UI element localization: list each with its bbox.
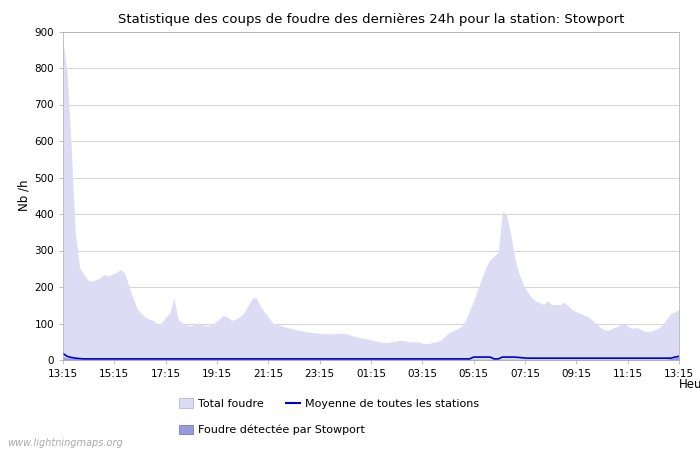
Text: Heure: Heure (679, 378, 700, 391)
Title: Statistique des coups de foudre des dernières 24h pour la station: Stowport: Statistique des coups de foudre des dern… (118, 13, 624, 26)
Legend: Foudre détectée par Stowport: Foudre détectée par Stowport (179, 425, 365, 435)
Y-axis label: Nb /h: Nb /h (18, 180, 30, 211)
Text: www.lightningmaps.org: www.lightningmaps.org (7, 438, 122, 448)
